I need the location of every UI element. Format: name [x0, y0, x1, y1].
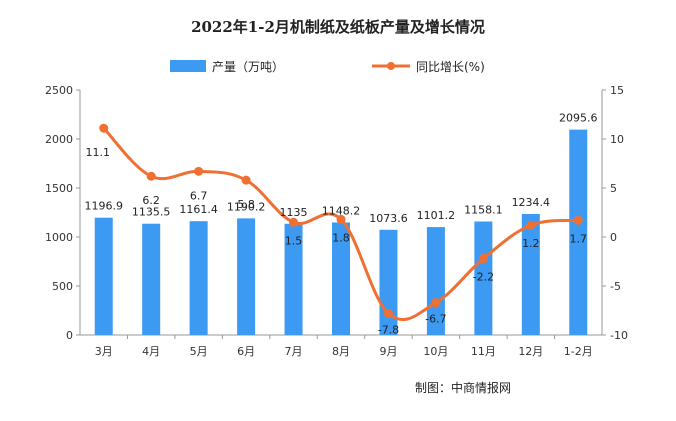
- line-value-label: 1.7: [570, 232, 588, 245]
- y-left-tick-label: 1000: [45, 231, 73, 244]
- x-tick-label: 12月: [518, 345, 543, 358]
- bar: [142, 223, 161, 335]
- bar: [521, 214, 540, 335]
- x-tick-label: 10月: [423, 345, 448, 358]
- bar-value-label: 1073.6: [369, 212, 408, 225]
- bar-value-label: 1190.2: [227, 200, 266, 213]
- bar-value-label: 1101.2: [417, 209, 456, 222]
- bar: [237, 218, 256, 335]
- growth-point: [289, 217, 299, 227]
- y-right-tick-label: 15: [610, 84, 624, 97]
- y-left-tick-label: 1500: [45, 182, 73, 195]
- y-right-tick-label: 10: [610, 133, 624, 146]
- y-left-tick-label: 0: [66, 329, 73, 342]
- y-right-tick-label: -5: [610, 280, 621, 293]
- line-value-label: -6.7: [425, 313, 446, 326]
- growth-point: [241, 175, 251, 185]
- axes: 0 500 1000 1500 2000 2500 -10 -5 0 5 10 15 3月 4月 5月 6月 7…: [45, 84, 628, 358]
- bar-value-label: 1148.2: [322, 204, 361, 217]
- x-tick-label: 3月: [95, 345, 113, 358]
- chart-title: 2022年1-2月机制纸及纸板产量及增长情况: [191, 18, 485, 36]
- y-right-tick-label: 5: [610, 182, 617, 195]
- line-value-label: 1.2: [522, 237, 540, 250]
- growth-point: [431, 298, 441, 308]
- x-tick-label: 4月: [142, 345, 160, 358]
- y-right-tick-label: -10: [610, 329, 628, 342]
- x-tick-label: 1-2月: [564, 345, 593, 358]
- line-value-label: 1.5: [285, 234, 303, 247]
- y-right-tick-label: 0: [610, 231, 617, 244]
- legend-label-bars: 产量（万吨）: [212, 60, 284, 74]
- growth-point: [336, 214, 346, 224]
- line-series: [99, 123, 583, 321]
- bar-value-label: 1234.4: [512, 196, 551, 209]
- bar: [474, 221, 493, 335]
- x-tick-label: 9月: [379, 345, 397, 358]
- x-tick-label: 7月: [285, 345, 303, 358]
- bar: [426, 227, 445, 335]
- bar-value-label: 1196.9: [84, 200, 123, 213]
- growth-point: [478, 254, 488, 264]
- bar-value-label: 1135.5: [132, 206, 171, 219]
- bar-value-label: 2095.6: [559, 112, 598, 125]
- y-left-tick-label: 2500: [45, 84, 73, 97]
- line-value-label: 11.1: [85, 146, 110, 159]
- line-value-label: 1.8: [332, 231, 350, 244]
- line-value-label: 6.2: [142, 194, 160, 207]
- source-credit: 制图：中商情报网: [415, 380, 511, 395]
- line-value-label: -2.2: [473, 271, 494, 284]
- legend-label-line: 同比增长(%): [416, 60, 485, 74]
- growth-point: [194, 166, 204, 176]
- x-tick-label: 11月: [471, 345, 496, 358]
- line-value-label: -7.8: [378, 323, 399, 336]
- line-value-label: 6.7: [190, 189, 208, 202]
- legend-swatch-bars: [170, 60, 206, 72]
- bar-value-label: 1161.4: [179, 203, 218, 216]
- bar: [94, 217, 113, 335]
- bar: [189, 221, 208, 335]
- y-left-tick-label: 500: [52, 280, 73, 293]
- line-value-label: 5.8: [237, 198, 255, 211]
- growth-point: [573, 215, 583, 225]
- growth-point: [526, 220, 536, 230]
- growth-point: [146, 171, 156, 181]
- bar: [284, 223, 303, 335]
- y-left-tick-label: 2000: [45, 133, 73, 146]
- bar-value-label: 1135: [280, 206, 308, 219]
- bar: [332, 222, 350, 335]
- growth-point: [99, 123, 109, 133]
- x-tick-label: 8月: [332, 345, 350, 358]
- bar: [569, 129, 588, 335]
- x-tick-label: 6月: [237, 345, 255, 358]
- x-tick-label: 5月: [190, 345, 208, 358]
- data-labels: 1196.9 1135.5 1161.4 1190.2 1135 1148.2 1073.6…: [84, 112, 597, 337]
- bar-value-label: 1158.1: [464, 204, 503, 217]
- legend-marker-line: [387, 62, 395, 70]
- growth-point: [383, 308, 393, 318]
